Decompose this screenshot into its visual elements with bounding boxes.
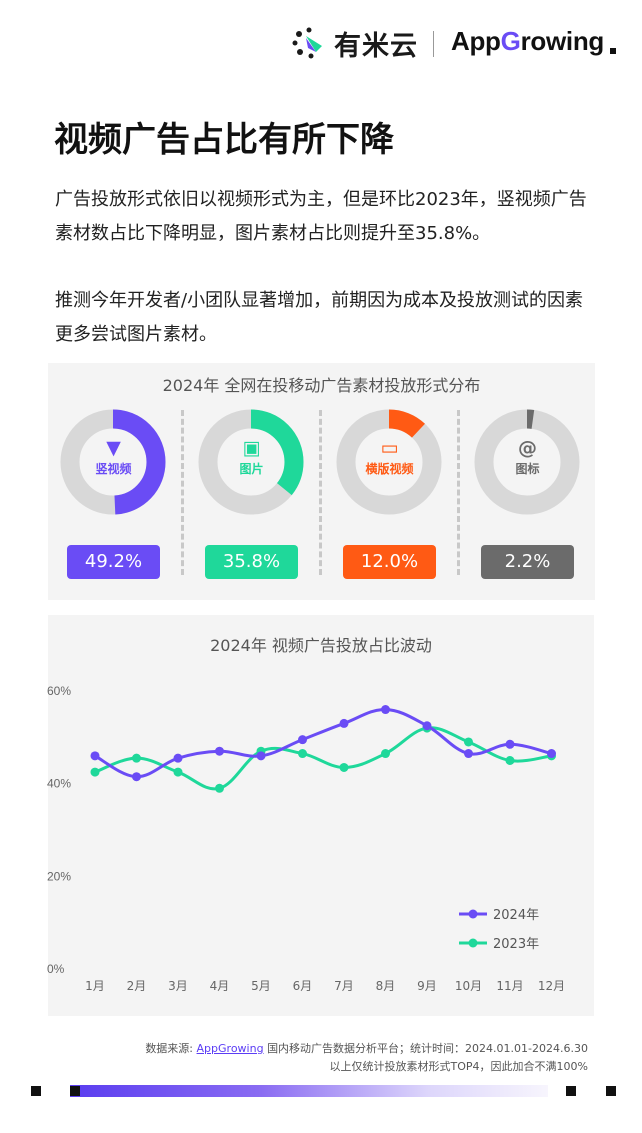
- brand-youmi: 有米云: [334, 31, 418, 62]
- vertical-video-icon: ▼: [106, 437, 121, 459]
- paragraph-1: 广告投放形式依旧以视频形式为主，但是环比2023年，竖视频广告素材数占比下降明显…: [55, 189, 587, 244]
- series-line-2024年: [94, 708, 552, 779]
- divider: [319, 410, 322, 575]
- footer-note: 以上仅统计投放素材形式TOP4，因此加合不满100%: [329, 1060, 588, 1073]
- data-point: [381, 705, 390, 715]
- data-source: 数据来源: AppGrowing 国内移动广告数据分析平台；统计时间：2024.…: [145, 1040, 588, 1056]
- legend-marker: [468, 909, 478, 919]
- decor-square: [566, 1086, 576, 1096]
- youmi-logo-icon: [292, 27, 322, 59]
- y-tick-label: 0%: [47, 962, 65, 976]
- trend-panel: [48, 615, 594, 1016]
- percent-badge: 2.2%: [481, 545, 574, 579]
- data-point: [505, 739, 515, 749]
- x-tick-label: 6月: [293, 979, 313, 993]
- appgrowing-link[interactable]: AppGrowing: [196, 1042, 264, 1055]
- x-tick-label: 12月: [538, 979, 565, 993]
- brand-appgrowing-left: App: [451, 26, 501, 56]
- data-point: [505, 756, 515, 765]
- brand-appgrowing: AppGrowing: [451, 26, 604, 57]
- data-point: [464, 737, 473, 747]
- monitor-icon: ▭: [380, 437, 399, 459]
- data-point: [256, 751, 266, 761]
- format-distribution-title: 2024年 全网在投移动广告素材投放形式分布: [162, 376, 481, 395]
- legend-label: 2023年: [493, 937, 539, 952]
- brand-divider: [433, 31, 434, 57]
- page-title: 视频广告占比有所下降: [54, 120, 394, 160]
- data-point: [132, 753, 141, 763]
- donut-slice: [198, 409, 304, 515]
- x-tick-label: 8月: [376, 979, 396, 993]
- data-point: [339, 718, 349, 728]
- donut-3: [336, 409, 442, 515]
- data-point: [422, 721, 432, 731]
- series-line-2023年: [94, 726, 552, 791]
- data-point: [298, 735, 307, 745]
- paragraph-2: 推测今年开发者/小团队显著增加，前期因为成本及投放测试的因素更多尝试图片素材。: [55, 290, 584, 345]
- x-tick-label: 10月: [455, 979, 482, 993]
- x-tick-label: 2月: [127, 979, 147, 993]
- donut-slice: [60, 409, 166, 515]
- donut-label: 竖视频: [95, 462, 132, 476]
- image-icon: ▣: [242, 437, 261, 459]
- donut-label: 图标: [515, 462, 540, 476]
- data-point: [215, 746, 224, 756]
- trend-chart-title: 2024年 视频广告投放占比波动: [210, 636, 432, 655]
- y-tick-label: 60%: [47, 684, 71, 698]
- divider: [181, 410, 184, 575]
- decor-square: [70, 1086, 80, 1096]
- x-tick-label: 3月: [168, 979, 188, 993]
- brand-appgrowing-right: rowing: [520, 26, 605, 56]
- data-point: [547, 749, 556, 759]
- donut-center: @ 图标: [475, 438, 580, 477]
- data-point: [298, 749, 307, 759]
- data-point: [90, 767, 100, 777]
- donut-2: [198, 409, 304, 515]
- x-tick-label: 9月: [417, 979, 437, 993]
- brand-dot-icon: [610, 48, 616, 54]
- donut-center: ▭ 横版视频: [337, 438, 442, 477]
- gradient-bar: [70, 1085, 548, 1097]
- data-point: [381, 749, 390, 759]
- x-tick-label: 4月: [210, 979, 230, 993]
- y-tick-label: 20%: [47, 869, 71, 883]
- x-tick-label: 7月: [334, 979, 354, 993]
- data-point: [173, 753, 183, 763]
- source-prefix: 数据来源:: [145, 1042, 194, 1055]
- at-sign-icon: @: [518, 437, 537, 459]
- x-tick-label: 1月: [85, 979, 105, 993]
- percent-badge: 12.0%: [343, 545, 436, 579]
- donut-slice: [474, 409, 580, 515]
- donut-4: [474, 409, 580, 515]
- donut-1: [60, 409, 166, 515]
- data-point: [173, 767, 183, 777]
- percent-badge: 35.8%: [205, 545, 298, 579]
- decor-square: [606, 1086, 616, 1096]
- legend-label: 2024年: [493, 908, 539, 923]
- data-point: [90, 751, 100, 761]
- x-tick-label: 5月: [251, 979, 271, 993]
- data-point: [215, 783, 224, 793]
- data-point: [339, 762, 349, 772]
- donut-label: 图片: [239, 462, 264, 476]
- source-suffix: 国内移动广告数据分析平台；统计时间：2024.01.01-2024.6.30: [267, 1042, 588, 1055]
- donut-center: ▼ 竖视频: [61, 438, 166, 477]
- brand-appgrowing-g-icon: G: [500, 26, 521, 56]
- divider: [457, 410, 460, 575]
- donut-slice: [336, 409, 442, 515]
- y-tick-label: 40%: [47, 777, 71, 791]
- x-tick-label: 11月: [496, 979, 523, 993]
- donut-center: ▣ 图片: [199, 438, 304, 477]
- data-point: [132, 772, 141, 782]
- decor-square: [31, 1086, 41, 1096]
- data-point: [464, 749, 473, 759]
- percent-badge: 49.2%: [67, 545, 160, 579]
- donut-label: 横版视频: [365, 462, 414, 476]
- legend-marker: [468, 938, 478, 948]
